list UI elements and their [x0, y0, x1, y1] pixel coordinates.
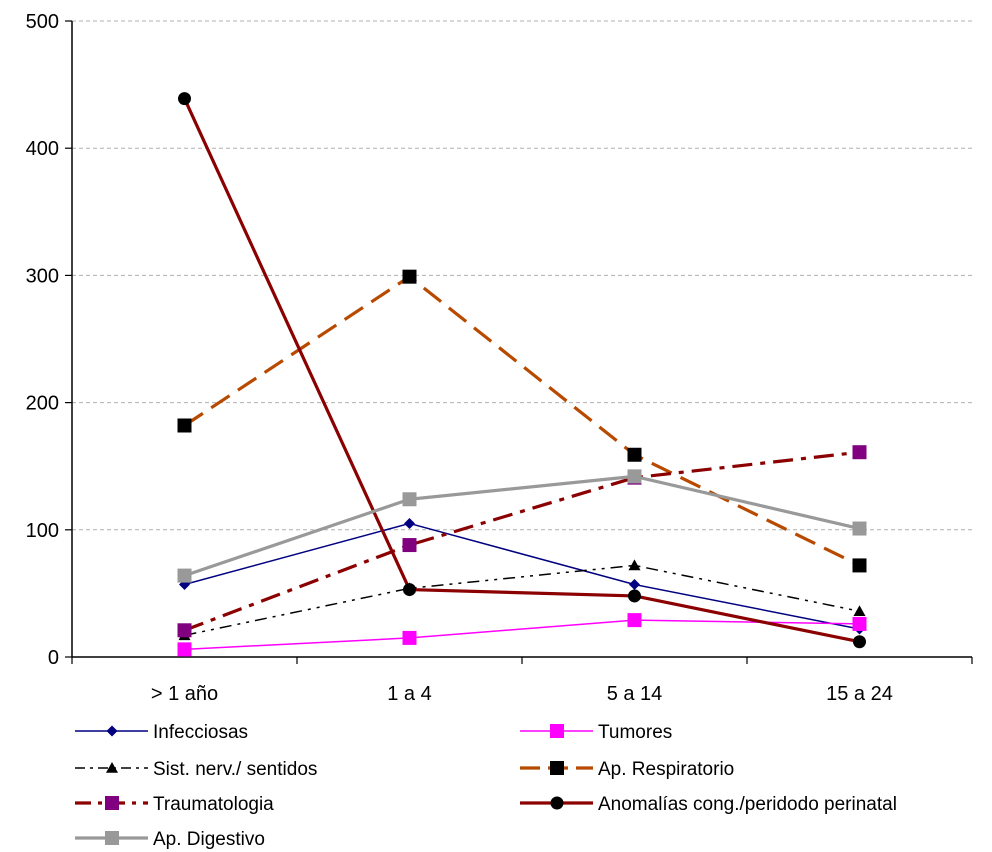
legend-item: Anomalías cong./peridodo perinatal	[520, 794, 897, 815]
data-point	[852, 558, 867, 573]
series-2	[178, 559, 866, 641]
series-line	[183, 275, 861, 567]
legend-label: Ap. Respiratorio	[598, 759, 734, 780]
data-point	[177, 418, 192, 433]
data-point	[105, 796, 119, 810]
data-point	[550, 796, 564, 810]
axes: 0 100 200 300 400 500 > 1 año 1 a 4 5 a 14 15 a 2…	[26, 11, 973, 705]
data-point	[404, 517, 415, 529]
data-point	[178, 92, 191, 106]
data-point	[852, 521, 867, 536]
data-point	[177, 642, 192, 657]
series-line	[183, 474, 860, 578]
data-point	[106, 725, 118, 737]
data-point	[629, 578, 640, 590]
series-line	[184, 522, 860, 630]
series-line	[184, 564, 860, 637]
x-tick-label: 5 a 14	[607, 683, 663, 705]
legend-label: Anomalías cong./peridodo perinatal	[598, 794, 897, 815]
data-point	[550, 761, 564, 775]
legend-label: Ap. Digestivo	[153, 829, 265, 850]
data-point	[853, 635, 866, 649]
data-point	[177, 568, 192, 583]
legend-item: Sist. nerv./ sentidos	[75, 759, 317, 780]
data-point	[402, 269, 417, 284]
data-point	[852, 445, 867, 460]
series-6	[177, 469, 867, 583]
y-tick-label: 300	[26, 265, 59, 287]
legend-item: Infecciosas	[75, 722, 248, 743]
data-point	[627, 469, 642, 484]
legend-item: Ap. Digestivo	[75, 829, 265, 850]
series-line	[183, 97, 860, 644]
series-5	[178, 92, 866, 649]
legend-item: Traumatologia	[75, 794, 274, 815]
y-tick-label: 400	[26, 138, 59, 160]
legend-label: Infecciosas	[153, 722, 248, 743]
data-point	[628, 589, 641, 603]
data-point	[628, 559, 641, 571]
series-line	[183, 450, 860, 632]
data-point	[106, 762, 118, 773]
x-tick-label: 1 a 4	[387, 683, 431, 705]
data-point	[105, 831, 119, 845]
legend-label: Sist. nerv./ sentidos	[153, 759, 317, 780]
legend-label: Tumores	[598, 722, 672, 743]
legend: Infecciosas Tumores Sist. nerv./ sentidos A…	[75, 722, 897, 850]
series-group	[177, 92, 867, 657]
data-point	[853, 605, 866, 617]
data-point	[402, 538, 417, 553]
legend-label: Traumatologia	[153, 794, 274, 815]
data-point	[627, 613, 642, 628]
data-point	[550, 724, 564, 738]
legend-item: Ap. Respiratorio	[520, 759, 734, 780]
data-point	[852, 616, 867, 631]
series-3	[177, 269, 867, 573]
data-point	[403, 583, 416, 597]
gridlines	[72, 20, 972, 531]
x-tick-label: > 1 año	[151, 683, 218, 705]
legend-item: Tumores	[520, 722, 672, 743]
x-tick-label: 15 a 24	[826, 683, 893, 705]
series-line	[184, 619, 860, 651]
y-tick-label: 200	[26, 393, 59, 415]
data-point	[177, 623, 192, 638]
y-tick-label: 500	[26, 11, 59, 33]
data-point	[402, 630, 417, 645]
y-tick-label: 0	[48, 647, 59, 669]
data-point	[627, 447, 642, 462]
series-1	[177, 613, 867, 657]
data-point	[402, 492, 417, 507]
y-tick-label: 100	[26, 520, 59, 542]
